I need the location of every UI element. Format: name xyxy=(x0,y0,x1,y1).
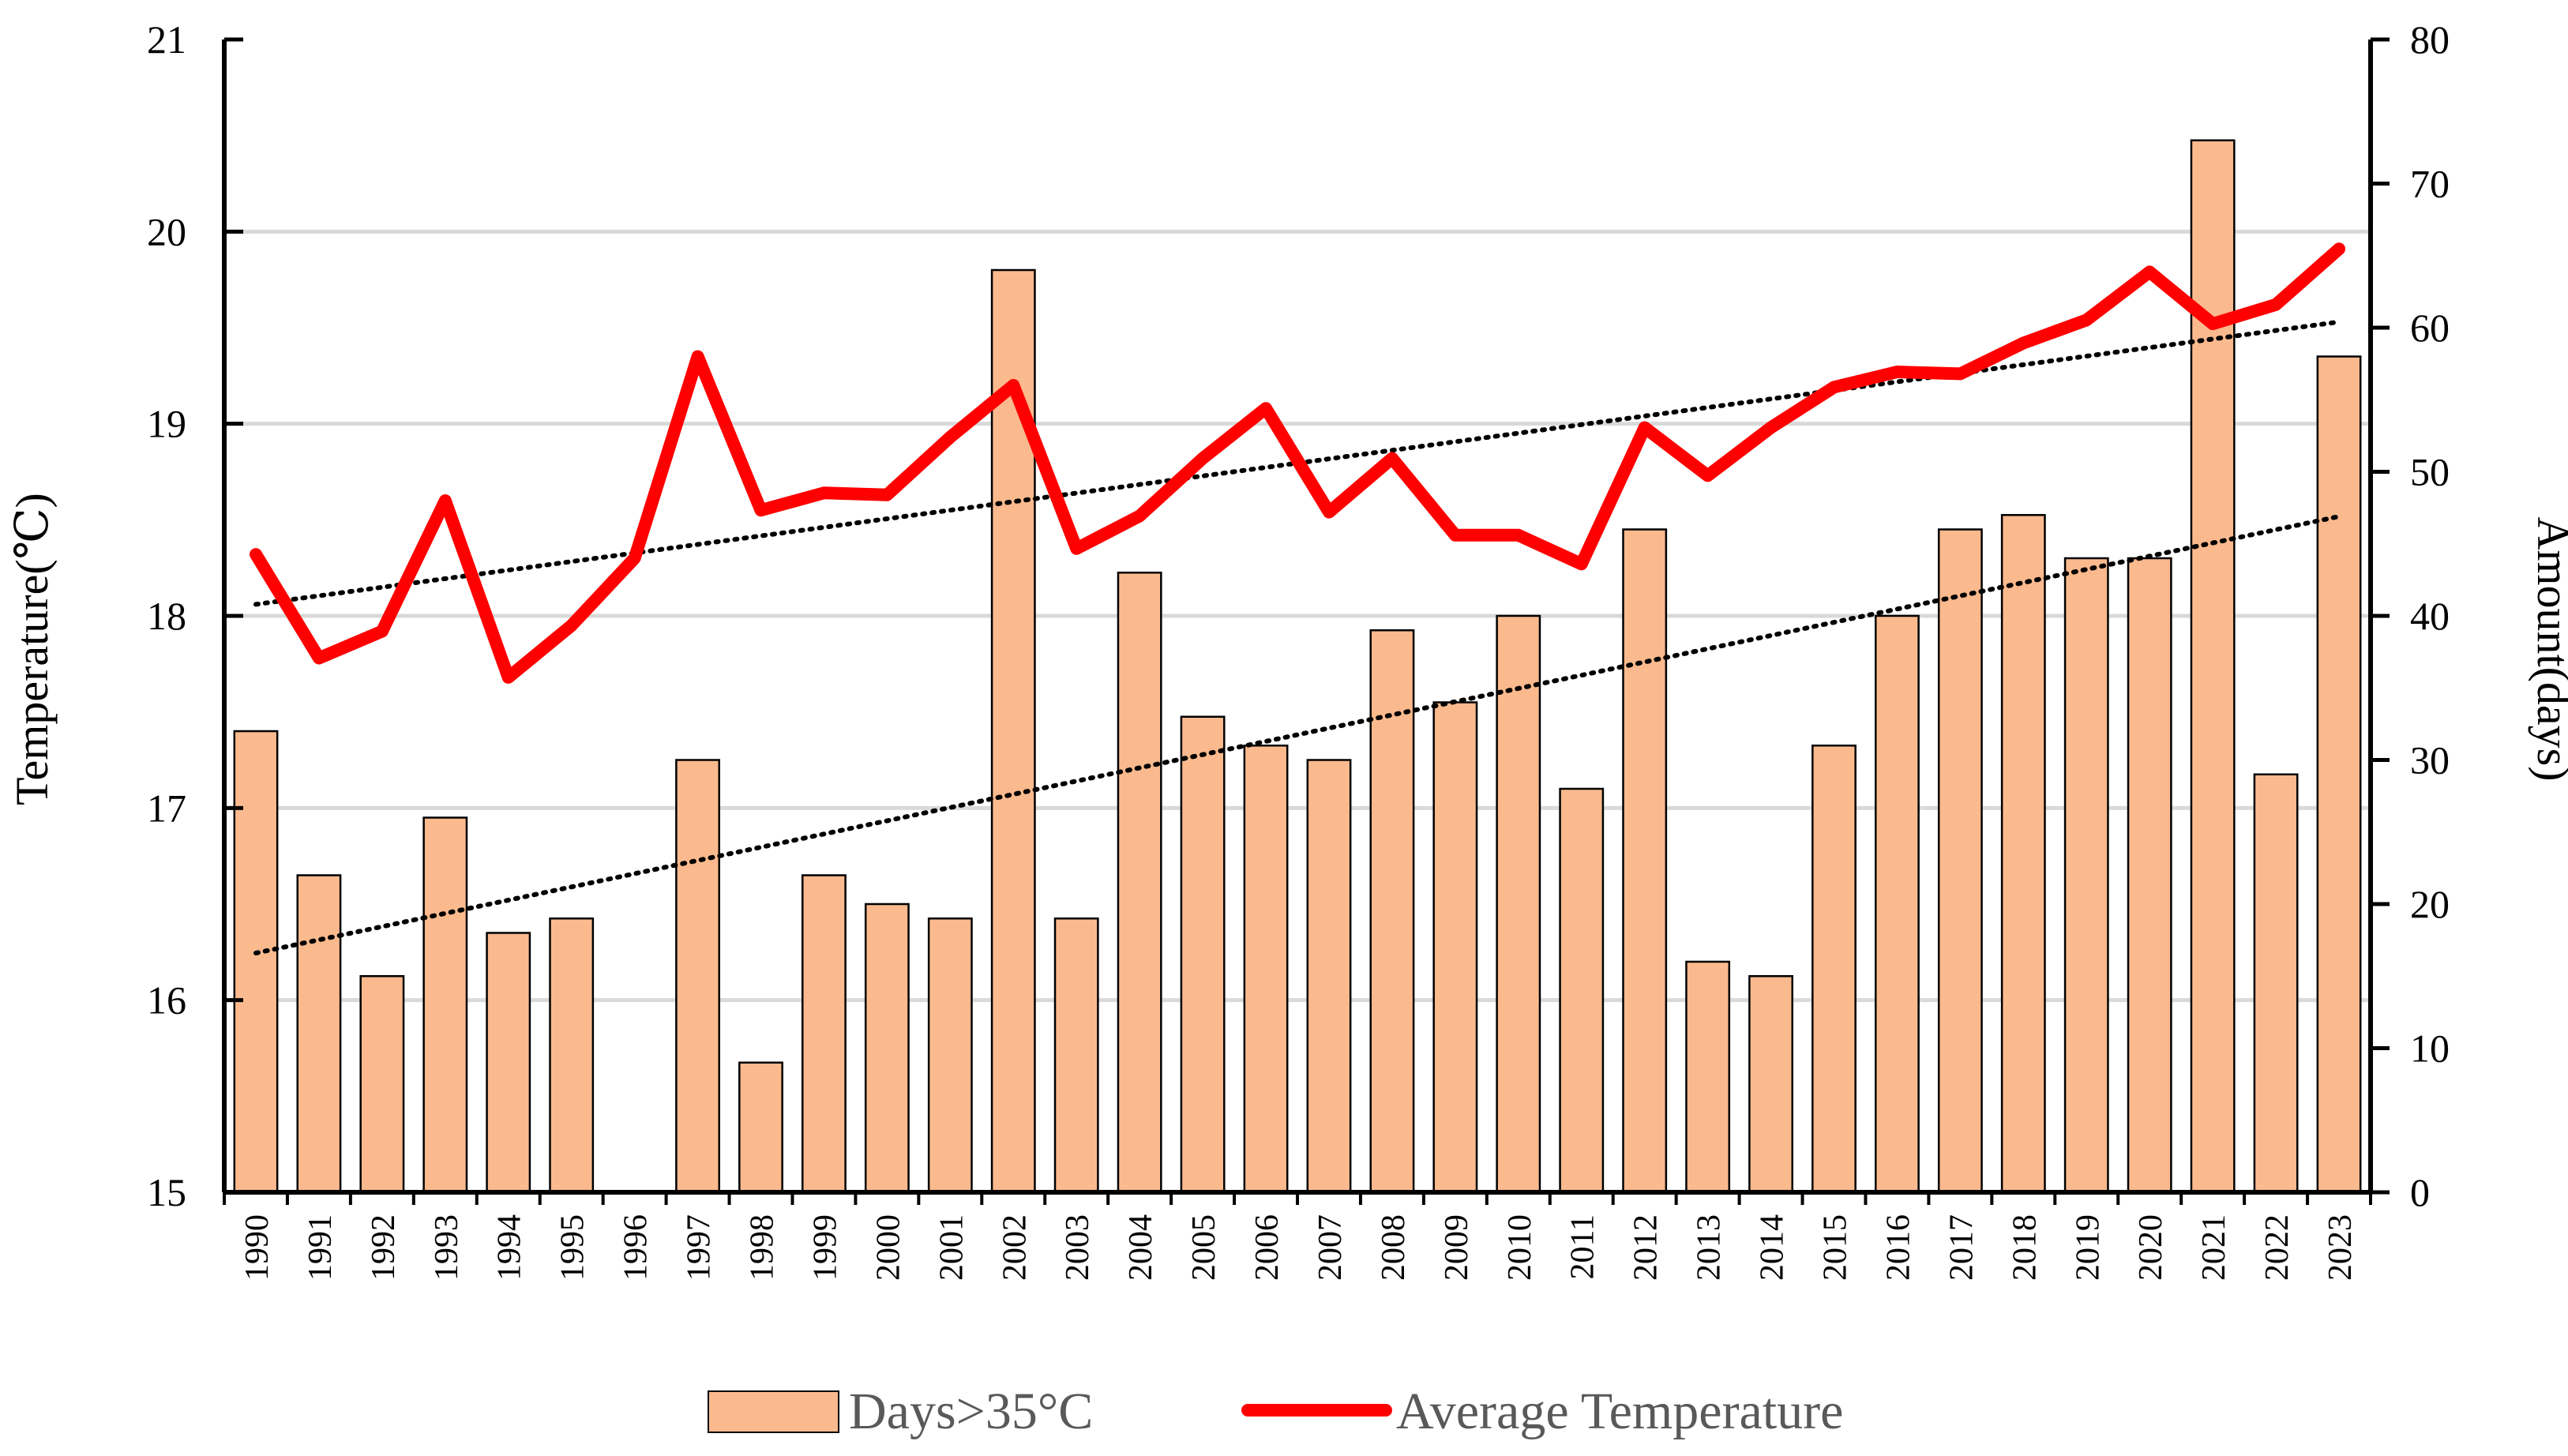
x-tick-label-2014: 2014 xyxy=(1755,1214,1791,1281)
bar-1998 xyxy=(738,1061,783,1194)
left-tick-label-21: 21 xyxy=(147,17,186,62)
bar-2015 xyxy=(1811,745,1857,1194)
x-axis-ticks: 1990 1991 1992 1993 1994 1995 1996 1997 1998 1999… xyxy=(223,1192,2372,1281)
right-axis-title: Amount(days) xyxy=(2528,516,2568,781)
x-tick-label-2019: 2019 xyxy=(2070,1214,2106,1281)
bar-2010 xyxy=(1496,614,1541,1194)
x-tick-label-2000: 2000 xyxy=(870,1214,907,1281)
x-tick-label-1999: 1999 xyxy=(807,1214,843,1281)
x-tick-label-1995: 1995 xyxy=(555,1214,591,1281)
bar-1993 xyxy=(422,816,468,1194)
left-axis-ticks: 15 16 17 18 19 20 21 xyxy=(147,17,243,1214)
bar-1997 xyxy=(675,759,720,1194)
bar-2004 xyxy=(1117,572,1162,1194)
x-tick-label-2022: 2022 xyxy=(2259,1214,2296,1281)
bar-1999 xyxy=(802,874,847,1194)
bar-2022 xyxy=(2253,773,2299,1194)
bar-2018 xyxy=(2000,514,2046,1194)
x-tick-label-2012: 2012 xyxy=(1628,1214,1665,1281)
bar-1990 xyxy=(233,730,279,1194)
right-tick-label-0: 0 xyxy=(2410,1170,2430,1214)
x-tick-label-2018: 2018 xyxy=(2007,1214,2043,1281)
bar-2001 xyxy=(927,918,973,1194)
bar-2014 xyxy=(1748,975,1793,1194)
bar-series-days-over-35 xyxy=(233,139,2362,1194)
right-tick-label-20: 20 xyxy=(2410,882,2450,926)
x-tick-label-2017: 2017 xyxy=(1943,1214,1980,1281)
bar-2008 xyxy=(1369,629,1415,1194)
left-tick-label-20: 20 xyxy=(147,209,186,253)
bar-2007 xyxy=(1306,759,1352,1194)
x-tick-label-1996: 1996 xyxy=(618,1214,655,1281)
bar-1992 xyxy=(359,975,405,1194)
x-tick-label-2023: 2023 xyxy=(2322,1214,2359,1281)
legend-line-label: Average Temperature xyxy=(1396,1383,1843,1440)
right-tick-label-70: 70 xyxy=(2410,162,2450,206)
right-tick-label-80: 80 xyxy=(2410,17,2450,62)
x-tick-label-2015: 2015 xyxy=(1818,1214,1854,1281)
bar-1994 xyxy=(486,932,531,1194)
bar-2021 xyxy=(2190,139,2236,1194)
x-tick-label-2021: 2021 xyxy=(2196,1214,2232,1281)
bar-2013 xyxy=(1685,960,1731,1194)
bar-2000 xyxy=(864,902,910,1194)
line-series-average-temperature xyxy=(250,242,2345,684)
bar-2011 xyxy=(1559,787,1605,1194)
x-tick-label-2007: 2007 xyxy=(1312,1214,1349,1281)
x-tick-label-2003: 2003 xyxy=(1060,1214,1096,1281)
left-tick-label-18: 18 xyxy=(147,594,186,638)
right-tick-label-10: 10 xyxy=(2410,1026,2450,1071)
left-tick-label-16: 16 xyxy=(147,978,186,1023)
bar-2005 xyxy=(1180,715,1226,1194)
x-tick-label-2020: 2020 xyxy=(2133,1214,2169,1281)
legend: Days>35°C Average Temperature xyxy=(708,1383,1843,1440)
bar-2023 xyxy=(2316,355,2362,1194)
bar-1991 xyxy=(296,874,342,1194)
x-tick-label-2006: 2006 xyxy=(1249,1214,1286,1281)
bar-2003 xyxy=(1053,918,1099,1194)
x-tick-label-2016: 2016 xyxy=(1880,1214,1917,1281)
x-tick-label-1998: 1998 xyxy=(745,1214,781,1281)
x-tick-label-1991: 1991 xyxy=(302,1214,339,1281)
bar-2017 xyxy=(1937,528,1983,1194)
x-tick-label-2008: 2008 xyxy=(1376,1214,1412,1281)
right-tick-label-40: 40 xyxy=(2410,594,2450,638)
right-tick-label-60: 60 xyxy=(2410,306,2450,350)
bar-2012 xyxy=(1622,528,1668,1194)
x-tick-label-2004: 2004 xyxy=(1123,1214,1159,1281)
bar-2016 xyxy=(1875,614,1920,1194)
gridlines xyxy=(224,229,2371,1003)
x-tick-label-1994: 1994 xyxy=(492,1214,528,1281)
right-tick-label-50: 50 xyxy=(2410,450,2450,494)
left-tick-label-15: 15 xyxy=(147,1170,186,1214)
x-tick-label-2013: 2013 xyxy=(1691,1214,1728,1281)
x-tick-label-2001: 2001 xyxy=(933,1214,970,1281)
x-tick-label-1993: 1993 xyxy=(429,1214,465,1281)
legend-bar-label: Days>35°C xyxy=(849,1383,1093,1440)
trendline-days xyxy=(253,514,2342,956)
x-tick-label-1990: 1990 xyxy=(239,1214,276,1281)
bar-2020 xyxy=(2127,557,2172,1194)
temperature-line xyxy=(250,242,2345,684)
x-tick-label-2010: 2010 xyxy=(1502,1214,1538,1281)
x-tick-label-2009: 2009 xyxy=(1439,1214,1475,1281)
x-tick-label-1997: 1997 xyxy=(681,1214,718,1281)
bar-2009 xyxy=(1432,701,1478,1194)
x-tick-label-1992: 1992 xyxy=(366,1214,402,1281)
legend-bar-swatch xyxy=(708,1390,839,1433)
left-tick-label-17: 17 xyxy=(147,786,186,830)
bar-2019 xyxy=(2063,557,2109,1194)
right-axis-ticks: 0 10 20 30 40 50 60 70 80 xyxy=(2371,17,2450,1214)
left-axis-title: Temperature(℃) xyxy=(6,493,58,805)
right-tick-label-30: 30 xyxy=(2410,738,2450,782)
bar-2006 xyxy=(1243,745,1289,1194)
bar-1995 xyxy=(549,918,595,1194)
x-tick-label-2002: 2002 xyxy=(997,1214,1033,1281)
x-tick-label-2011: 2011 xyxy=(1565,1214,1601,1279)
x-tick-label-2005: 2005 xyxy=(1186,1214,1222,1281)
left-tick-label-19: 19 xyxy=(147,402,186,446)
